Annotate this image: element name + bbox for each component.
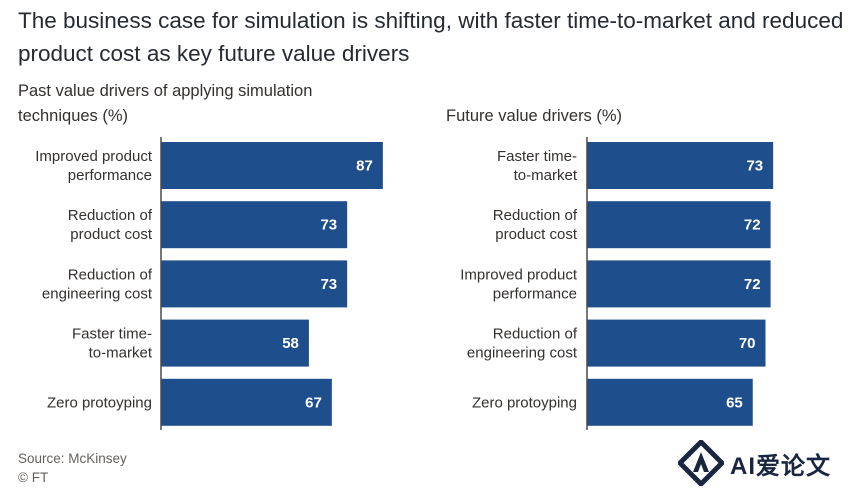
left-bar-2 bbox=[161, 260, 348, 308]
ft-credit: © FT bbox=[18, 470, 49, 485]
right-category-label-1-1: product cost bbox=[495, 226, 578, 243]
left-bar-4 bbox=[161, 378, 332, 426]
left-bar-0 bbox=[161, 142, 383, 189]
watermark: AI爱论文 bbox=[664, 430, 864, 495]
left-panel-title: Past value drivers of applying simulatio… bbox=[18, 82, 313, 125]
left-category-label-0-1: performance bbox=[68, 167, 152, 184]
right-category-label-1-0: Reduction of bbox=[493, 207, 578, 224]
left-value-label-2: 73 bbox=[320, 276, 337, 293]
left-category-label-2-0: Reduction of bbox=[68, 266, 153, 283]
right-value-label-2: 72 bbox=[744, 276, 761, 293]
left-value-label-4: 67 bbox=[305, 394, 322, 411]
left-category-label-1-0: Reduction of bbox=[68, 207, 153, 224]
right-value-label-1: 72 bbox=[744, 217, 761, 234]
chart-title: The business case for simulation is shif… bbox=[18, 8, 844, 66]
watermark-logo-icon bbox=[678, 440, 724, 486]
left-value-label-1: 73 bbox=[320, 217, 337, 234]
right-bar-2 bbox=[587, 260, 771, 308]
right-category-label-3-1: engineering cost bbox=[467, 345, 578, 362]
right-category-label-0-0: Faster time- bbox=[497, 148, 577, 165]
right-bar-3 bbox=[587, 319, 766, 367]
right-category-label-2-0: Improved product bbox=[460, 266, 578, 283]
right-bar-0 bbox=[587, 142, 774, 189]
left-category-label-4-0: Zero protoyping bbox=[47, 394, 152, 411]
left-value-label-0: 87 bbox=[356, 158, 373, 175]
left-category-label-3-0: Faster time- bbox=[72, 326, 152, 343]
left-value-label-3: 58 bbox=[282, 335, 299, 352]
source-note: Source: McKinsey bbox=[18, 451, 127, 466]
right-value-label-3: 70 bbox=[739, 335, 756, 352]
left-bar-3 bbox=[161, 319, 309, 367]
right-value-label-0: 73 bbox=[746, 158, 763, 175]
right-panel-title: Future value drivers (%) bbox=[446, 107, 623, 125]
left-category-label-0-0: Improved product bbox=[35, 148, 153, 165]
right-bar-4 bbox=[587, 378, 753, 426]
left-bar-1 bbox=[161, 201, 348, 249]
watermark-text: AI爱论文 bbox=[730, 453, 831, 480]
left-category-label-2-1: engineering cost bbox=[42, 285, 153, 302]
right-category-label-2-1: performance bbox=[493, 285, 577, 302]
right-category-label-0-1: to-market bbox=[514, 167, 578, 184]
right-category-label-3-0: Reduction of bbox=[493, 326, 578, 343]
right-value-label-4: 65 bbox=[726, 394, 743, 411]
left-category-label-1-1: product cost bbox=[70, 226, 153, 243]
right-category-label-4-0: Zero protoyping bbox=[472, 394, 577, 411]
right-bar-1 bbox=[587, 201, 771, 249]
left-category-label-3-1: to-market bbox=[89, 345, 153, 362]
